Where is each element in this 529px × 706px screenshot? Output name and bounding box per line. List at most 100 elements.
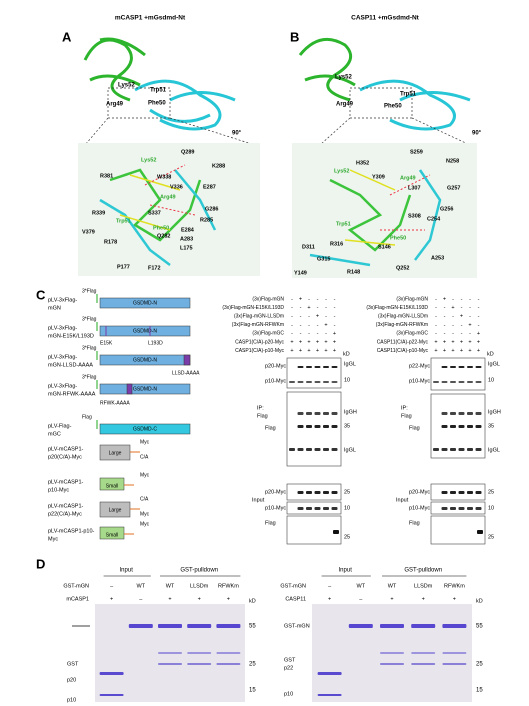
band bbox=[441, 507, 448, 510]
residue-label: Lys52 bbox=[141, 157, 156, 163]
label: GST-pulldown bbox=[180, 568, 218, 574]
sign: - bbox=[444, 314, 446, 320]
residue-label: C254 bbox=[427, 216, 441, 222]
label: kD bbox=[487, 351, 494, 357]
residue-label: L307 bbox=[408, 185, 421, 191]
band bbox=[314, 491, 321, 494]
condition-label: (3x)Flag-mGN bbox=[396, 296, 428, 302]
label: Input bbox=[120, 568, 134, 574]
label: GST-pulldown bbox=[404, 568, 442, 574]
residue-label: 90° bbox=[472, 131, 482, 137]
sign: - bbox=[317, 305, 319, 311]
band bbox=[442, 624, 467, 628]
residue-label: Phe50 bbox=[153, 225, 169, 231]
marker: 10 bbox=[488, 377, 494, 383]
sign: + bbox=[477, 331, 480, 337]
domain-box bbox=[99, 526, 125, 540]
label: p10-Myc bbox=[409, 505, 430, 511]
band bbox=[450, 412, 456, 415]
sign: + bbox=[460, 348, 463, 354]
band bbox=[441, 425, 448, 428]
domain-box bbox=[99, 423, 191, 435]
label: p10-Myc bbox=[265, 378, 286, 384]
label: Myc bbox=[140, 472, 150, 478]
residue-label: V336 bbox=[170, 184, 183, 190]
sign: - bbox=[325, 305, 327, 311]
sign: + bbox=[227, 596, 230, 602]
condition-label: CASP1(C/A)-p20-Myc bbox=[235, 339, 284, 345]
band bbox=[216, 652, 241, 654]
band bbox=[306, 366, 312, 368]
sign: - bbox=[478, 296, 480, 302]
sign: + bbox=[451, 339, 454, 345]
label: Myc bbox=[140, 439, 150, 445]
sign: + bbox=[168, 596, 171, 602]
label: Input bbox=[339, 568, 353, 574]
band bbox=[442, 663, 467, 665]
band bbox=[331, 507, 338, 510]
band bbox=[458, 381, 465, 383]
sign: - bbox=[334, 296, 336, 302]
construct-name: mGN-LLSD-AAAA bbox=[48, 362, 93, 368]
residue-label: Arg49 bbox=[400, 175, 416, 181]
residue-label: Lys52 bbox=[334, 168, 349, 174]
label: p20-Myc bbox=[265, 489, 286, 495]
sign: + bbox=[299, 296, 302, 302]
band bbox=[158, 663, 182, 665]
band bbox=[475, 491, 482, 494]
sign: + bbox=[468, 322, 471, 328]
band bbox=[475, 425, 482, 428]
residue-label: Q282 bbox=[157, 233, 170, 239]
construct-name: pLV-mCASP1- bbox=[48, 503, 84, 509]
construct-name: pLV-mCASP1-p10- bbox=[48, 528, 95, 534]
sign: - bbox=[452, 322, 454, 328]
residue-label: S337 bbox=[148, 210, 161, 216]
residue-label: F172 bbox=[148, 265, 161, 271]
label: Myc bbox=[140, 521, 150, 527]
marker: 25 bbox=[344, 534, 350, 540]
sign: - bbox=[300, 305, 302, 311]
label: p20-Myc bbox=[409, 489, 430, 495]
label: Input bbox=[396, 497, 409, 503]
residue-label: A283 bbox=[180, 236, 193, 242]
residue-label: S146 bbox=[378, 244, 391, 250]
band bbox=[477, 530, 483, 534]
sign: RFWKm bbox=[444, 583, 465, 589]
label: Flag bbox=[401, 413, 412, 419]
marker: 55 bbox=[476, 624, 483, 630]
residue-label: Q289 bbox=[181, 149, 194, 155]
condition-label: (3x)Flag-mGN-LLSDm bbox=[378, 314, 428, 320]
construct-name: p10-Myc bbox=[48, 487, 69, 493]
band-label: p20 bbox=[67, 677, 76, 683]
marker: IgGH bbox=[344, 409, 357, 415]
band bbox=[441, 491, 448, 494]
residue-label: Arg49 bbox=[160, 194, 176, 200]
band bbox=[458, 507, 465, 510]
band bbox=[450, 366, 456, 368]
tag-label: 3*Flag bbox=[82, 316, 97, 322]
sign: - bbox=[325, 314, 327, 320]
band bbox=[450, 381, 456, 383]
band bbox=[441, 448, 448, 451]
marker: 35 bbox=[344, 423, 350, 429]
residue-label: Y149 bbox=[294, 270, 307, 276]
label: IP: bbox=[401, 405, 408, 411]
condition-label: (3x)Flag-mGN-E15K/L193D bbox=[222, 305, 284, 311]
sign: - bbox=[334, 305, 336, 311]
band bbox=[467, 448, 473, 451]
structure-a bbox=[78, 37, 260, 276]
panel-letter: B bbox=[290, 29, 299, 44]
condition-label: (3x)Flag-mGC bbox=[252, 331, 284, 337]
sign: - bbox=[317, 296, 319, 302]
residue-label: Trp51 bbox=[116, 218, 131, 224]
band bbox=[314, 425, 321, 428]
label: p10-Myc bbox=[409, 378, 430, 384]
marker: IgGH bbox=[488, 409, 501, 415]
sign: - bbox=[308, 296, 310, 302]
band bbox=[331, 425, 338, 428]
condition-label: CASP11(C/A)-p10-Myc bbox=[377, 348, 429, 354]
sign: – bbox=[359, 596, 363, 602]
band bbox=[99, 694, 124, 696]
residue-label: Y309 bbox=[372, 174, 385, 180]
label: kD bbox=[343, 351, 350, 357]
